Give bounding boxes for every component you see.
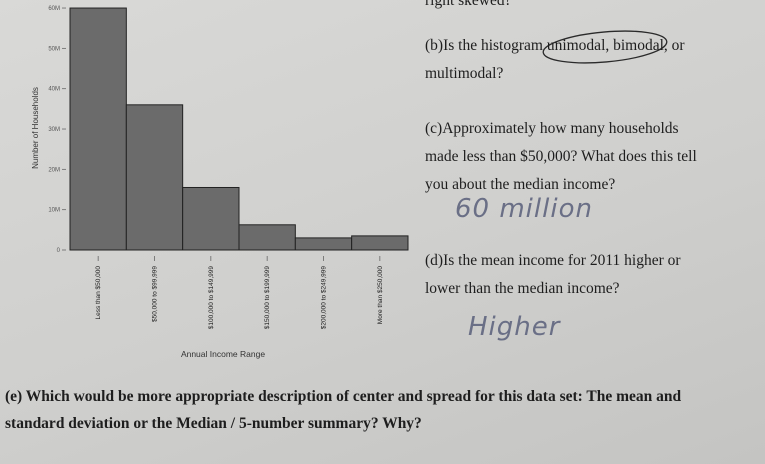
- y-tick-label: 10M: [48, 208, 60, 214]
- question-text: made less than $50,000? What does this t…: [425, 148, 697, 165]
- circle-annotation: [542, 30, 668, 64]
- y-tick-label: 60M: [48, 6, 60, 12]
- x-tick-label: $100,000 to $149,999: [208, 266, 215, 330]
- question-text: standard deviation or the Median / 5-num…: [5, 415, 422, 432]
- bar: [69, 7, 127, 251]
- question-text: (b)Is the histogram unimodal, bimodal, o…: [425, 37, 685, 54]
- x-axis-label: Annual Income Range: [181, 349, 265, 359]
- y-tick-label: 0: [57, 248, 61, 254]
- question-text: multimodal?: [425, 65, 504, 82]
- x-tick-label: $200,000 to $249,999: [321, 266, 328, 330]
- x-tick-label: $50,000 to $99,999: [152, 266, 159, 322]
- bar: [294, 237, 353, 251]
- question-text: (e) Which would be more appropriate desc…: [5, 388, 682, 405]
- y-tick-label: 40M: [48, 87, 60, 93]
- bar: [182, 186, 240, 251]
- question-text: you about the median income?: [425, 176, 616, 193]
- x-tick-label: Less than $50,000: [95, 266, 102, 320]
- x-tick-label: More than $250,000: [377, 266, 384, 325]
- x-tick-label: $150,000 to $199,999: [264, 266, 271, 330]
- handwritten-answer: Higher: [468, 312, 561, 342]
- bar: [238, 224, 296, 251]
- question-text: lower than the median income?: [425, 280, 620, 297]
- y-tick-label: 50M: [48, 46, 60, 52]
- y-tick-label: 20M: [48, 167, 60, 173]
- y-tick-label: 30M: [48, 127, 60, 133]
- question-text: (d)Is the mean income for 2011 higher or: [425, 252, 681, 269]
- y-axis-label: Number of Households: [31, 87, 40, 169]
- header-text: right skewed?: [425, 0, 512, 9]
- question-text: (c)Approximately how many households: [425, 120, 679, 137]
- bar: [125, 104, 184, 251]
- bar: [351, 235, 409, 251]
- handwritten-answer: 60 million: [455, 194, 593, 224]
